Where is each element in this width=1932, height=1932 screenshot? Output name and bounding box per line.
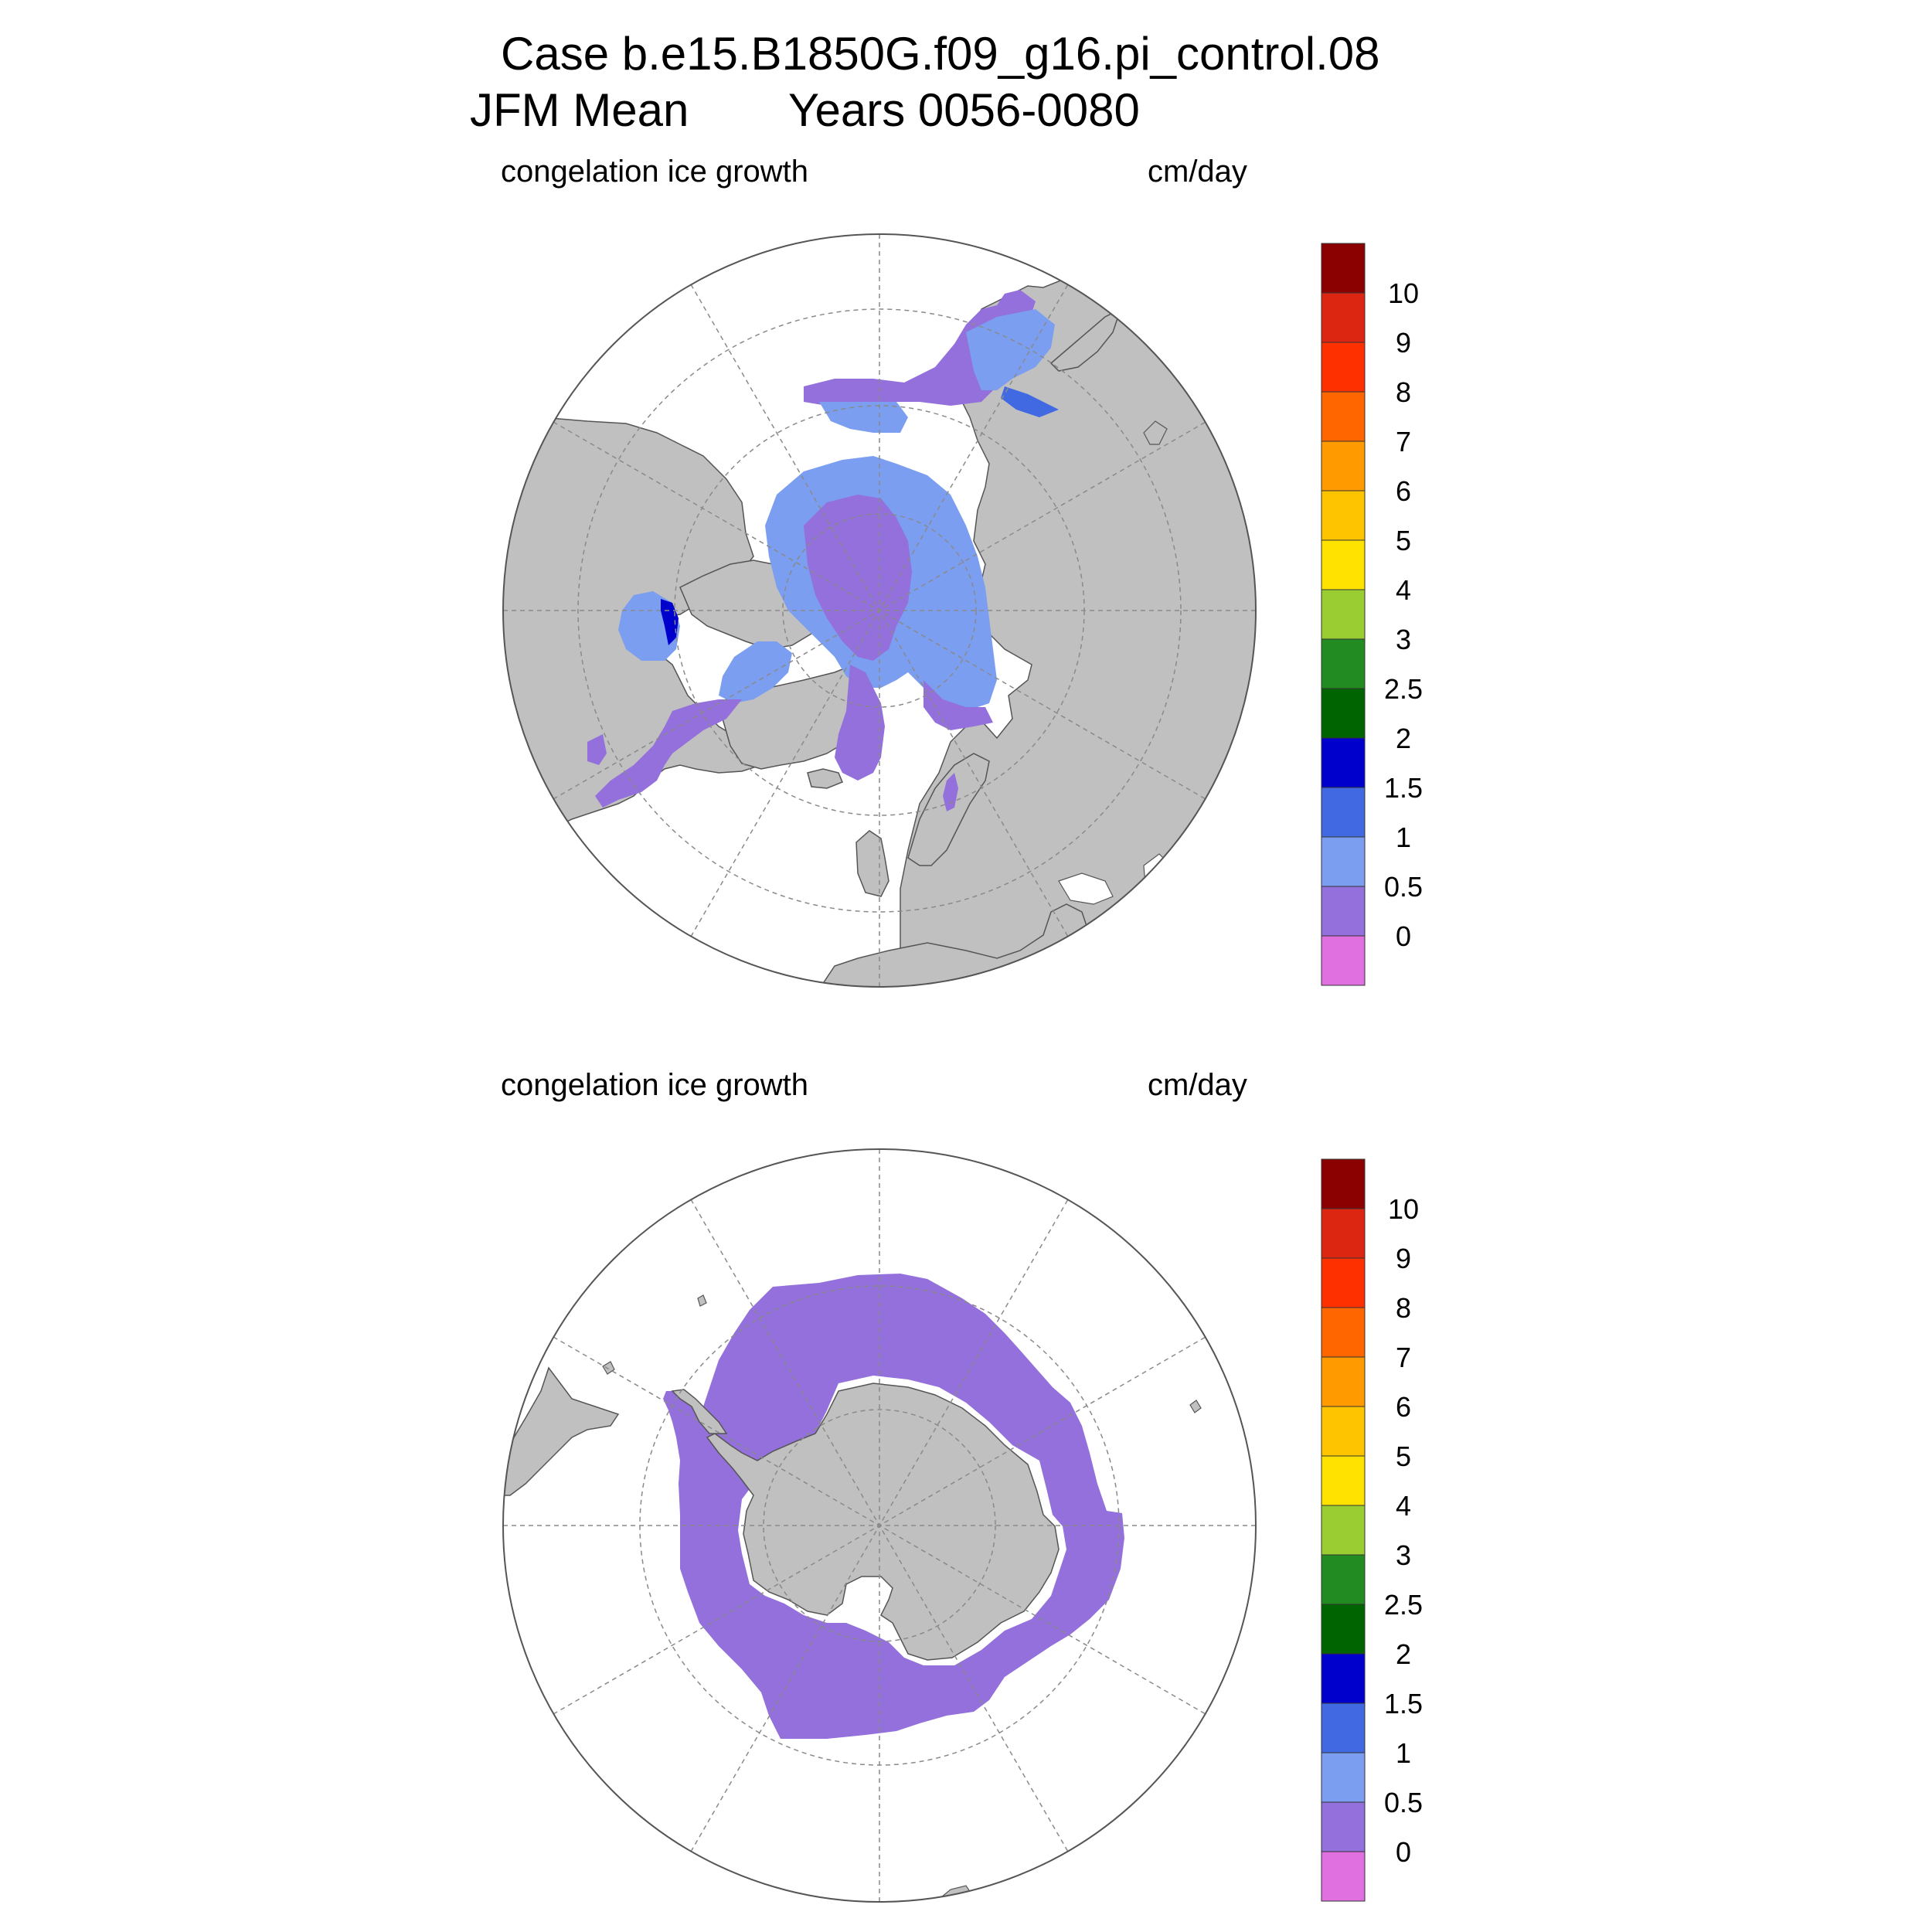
south-island-1 (602, 1361, 615, 1375)
south-island-3 (1189, 1400, 1202, 1413)
south-colorbar-swatch (1321, 1801, 1366, 1852)
north-colorbar-swatch (1321, 836, 1366, 887)
north-ice-0.5-1-bering-shelf (819, 402, 908, 433)
south-graticule (503, 1149, 1256, 1902)
south-colorbar-swatch (1321, 1702, 1366, 1753)
north-colorbar-swatch (1321, 292, 1366, 343)
south-colorbar-tick-label: 1 (1396, 1737, 1411, 1769)
south-colorbar-swatch (1321, 1158, 1366, 1209)
north-ice-0.5-1-baffin (719, 641, 792, 703)
south-peninsula-land (671, 1389, 728, 1434)
north-colorbar-tick-label: 4 (1396, 574, 1411, 606)
north-colorbar-tick-label: 7 (1396, 426, 1411, 457)
south-ice-0-0.5-ring (663, 1274, 1124, 1739)
south-colorbar-tick-label: 0 (1396, 1836, 1411, 1868)
south-colorbar-swatch (1321, 1455, 1366, 1506)
north-iceland-land (807, 768, 843, 789)
north-colorbar-swatch (1321, 440, 1366, 492)
south-america-land (503, 1366, 620, 1496)
north-colorbar-tick-label: 1 (1396, 821, 1411, 853)
north-ice-0-0.5-labrador (595, 699, 742, 808)
north-colorbar-swatch (1321, 539, 1366, 590)
south-colorbar-tick-label: 5 (1396, 1440, 1411, 1472)
north-colorbar-swatch (1321, 737, 1366, 788)
south-colorbar-swatch (1321, 1356, 1366, 1407)
south-colorbar-swatch (1321, 1604, 1366, 1655)
north-colorbar-tick-label: 2.5 (1384, 673, 1423, 705)
south-colorbar-tick-label: 3 (1396, 1539, 1411, 1571)
south-colorbar-tick-label: 8 (1396, 1292, 1411, 1324)
south-polar-map (502, 1148, 1257, 1903)
south-antarctica-land (706, 1383, 1060, 1661)
north-colorbar-tick-label: 0 (1396, 920, 1411, 952)
south-colorbar-tick-label: 10 (1388, 1193, 1419, 1225)
south-colorbar-tick-label: 6 (1396, 1391, 1411, 1423)
north-colorbar-tick-label: 6 (1396, 475, 1411, 507)
south-colorbar-swatch (1321, 1307, 1366, 1358)
north-colorbar: 10 9 8 7 6 5 4 3 2.5 2 1.5 1 0.5 0 (1321, 243, 1423, 986)
south-colorbar-tick-label: 1.5 (1384, 1688, 1423, 1719)
north-graticule (503, 234, 1256, 987)
north-black-sea (1058, 872, 1114, 905)
south-colorbar-swatch (1321, 1554, 1366, 1605)
north-colorbar-tick-label: 5 (1396, 525, 1411, 556)
south-colorbar-tick-label: 9 (1396, 1243, 1411, 1274)
north-units-label: cm/day (1148, 155, 1247, 189)
north-colorbar-tick-label: 1.5 (1384, 772, 1423, 804)
north-field-label: congelation ice growth (501, 155, 809, 189)
south-colorbar-tick-label: 4 (1396, 1490, 1411, 1522)
south-island-2 (697, 1294, 707, 1307)
north-colorbar-tick-label: 10 (1388, 277, 1419, 309)
north-ice-1-1.5-okhotsk (1001, 386, 1059, 417)
figure-title-years: Years 0056-0080 (788, 84, 1140, 136)
north-colorbar-tick-label: 8 (1396, 376, 1411, 408)
south-colorbar-tick-label: 2 (1396, 1638, 1411, 1670)
south-colorbar-swatch (1321, 1752, 1366, 1803)
figure-title-line1: Case b.e15.B1850G.f09_g16.pi_control.08 (501, 28, 1380, 80)
north-colorbar-swatch (1321, 688, 1366, 739)
south-field-label: congelation ice growth (501, 1068, 809, 1102)
north-polar-map (502, 233, 1257, 988)
north-colorbar-tick-label: 3 (1396, 624, 1411, 655)
south-colorbar-swatch (1321, 1505, 1366, 1556)
figure-title-period: JFM Mean (470, 84, 689, 136)
south-units-label: cm/day (1148, 1068, 1247, 1102)
north-map-border (502, 233, 1257, 988)
north-colorbar-swatch (1321, 638, 1366, 689)
south-colorbar-swatch (1321, 1851, 1366, 1902)
north-colorbar-swatch (1321, 787, 1366, 838)
south-colorbar-swatch (1321, 1257, 1366, 1308)
north-colorbar-tick-label: 0.5 (1384, 871, 1423, 903)
south-map-border (502, 1148, 1257, 1903)
south-colorbar-tick-label: 2.5 (1384, 1589, 1423, 1621)
north-ice-0-0.5-baltic (943, 773, 958, 811)
north-colorbar-tick-label: 2 (1396, 723, 1411, 754)
south-colorbar-tick-label: 0.5 (1384, 1787, 1423, 1818)
north-colorbar-swatch (1321, 243, 1366, 294)
north-colorbar-swatch (1321, 342, 1366, 393)
south-colorbar-tick-label: 7 (1396, 1342, 1411, 1373)
north-britain-land (855, 830, 889, 897)
north-japan-land (1143, 420, 1168, 445)
north-ice-0-0.5-atlantic (835, 665, 885, 781)
south-colorbar-swatch (1321, 1208, 1366, 1259)
north-colorbar-swatch (1321, 490, 1366, 541)
north-colorbar-swatch (1321, 589, 1366, 640)
north-kamchatka-land (1049, 308, 1122, 372)
north-colorbar-swatch (1321, 935, 1366, 986)
north-colorbar-swatch (1321, 391, 1366, 442)
south-colorbar-swatch (1321, 1653, 1366, 1704)
north-ice-0-0.5-barents (923, 680, 993, 730)
north-ice-0-0.5-stlawrence (587, 734, 607, 765)
south-colorbar: 10 9 8 7 6 5 4 3 2.5 2 1.5 1 0.5 0 (1321, 1158, 1423, 1902)
north-colorbar-swatch (1321, 886, 1366, 937)
north-colorbar-tick-label: 9 (1396, 327, 1411, 359)
south-colorbar-swatch (1321, 1406, 1366, 1457)
